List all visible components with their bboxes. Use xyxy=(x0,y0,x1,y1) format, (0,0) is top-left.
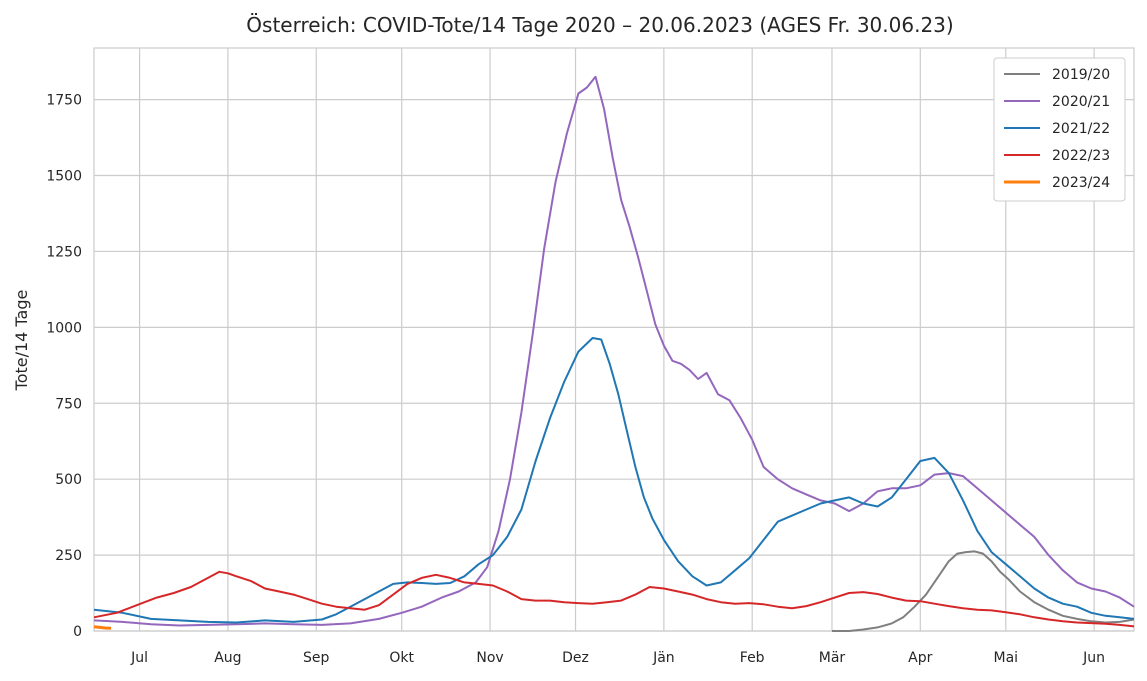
x-tick-label: Okt xyxy=(389,650,414,666)
y-axis: 0 250 500 750 1000 1250 1500 1750 xyxy=(46,93,82,640)
y-tick-label: 1500 xyxy=(46,169,82,185)
x-tick-label: Aug xyxy=(214,650,241,666)
x-axis: Jul Aug Sep Okt Nov Dez Jän Feb Mär Apr Mai Jun xyxy=(130,650,1105,666)
legend-label: 2023/24 xyxy=(1052,175,1110,191)
legend-label: 2022/23 xyxy=(1052,148,1110,164)
x-tick-label: Mai xyxy=(993,650,1018,666)
x-tick-label: Dez xyxy=(562,650,589,666)
series-line-2019-20 xyxy=(832,550,1135,632)
grid xyxy=(94,48,1134,632)
chart-title: Österreich: COVID-Tote/14 Tage 2020 – 20… xyxy=(246,13,953,37)
y-tick-label: 500 xyxy=(55,472,82,488)
legend-box xyxy=(993,57,1126,202)
x-tick-label: Feb xyxy=(740,650,765,666)
x-tick-label: Jun xyxy=(1082,650,1105,666)
x-tick-label: Mär xyxy=(819,650,846,666)
legend-label: 2020/21 xyxy=(1052,94,1110,110)
x-tick-label: Sep xyxy=(303,650,330,666)
y-tick-label: 1750 xyxy=(46,93,82,109)
y-tick-label: 250 xyxy=(55,548,82,564)
y-tick-label: 1000 xyxy=(46,320,82,336)
y-axis-label: Tote/14 Tage xyxy=(12,290,31,392)
series-line-2021-22 xyxy=(93,337,1135,624)
plot-frame xyxy=(93,47,1135,632)
series-layer xyxy=(93,75,1135,632)
x-tick-label: Nov xyxy=(476,650,503,666)
series-line-2020-21 xyxy=(93,75,1135,627)
series-line-2022-23 xyxy=(93,570,1135,628)
x-tick-label: Apr xyxy=(908,650,932,666)
x-tick-label: Jän xyxy=(652,650,675,666)
y-tick-label: 1250 xyxy=(46,244,82,260)
legend: 2019/20 2020/21 2021/22 2022/23 2023/24 xyxy=(993,57,1126,202)
series-line-2023-24 xyxy=(93,625,112,630)
legend-label: 2019/20 xyxy=(1052,67,1110,83)
y-tick-label: 0 xyxy=(73,624,82,640)
y-tick-label: 750 xyxy=(55,396,82,412)
x-tick-label: Jul xyxy=(130,650,148,666)
legend-label: 2021/22 xyxy=(1052,121,1110,137)
